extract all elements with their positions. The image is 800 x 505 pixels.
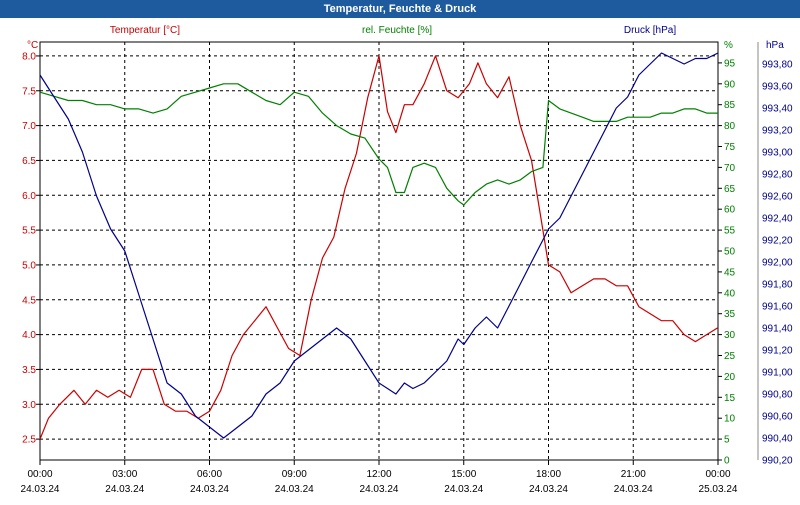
y-tick-label-hum: 60	[724, 205, 736, 216]
series-title: rel. Feuchte [%]	[362, 25, 432, 36]
y-tick-label-hum: 35	[724, 309, 736, 320]
y-tick-label-hum: 40	[724, 288, 736, 299]
y-tick-label-temp: 3.0	[22, 400, 36, 411]
y-tick-label-hum: 15	[724, 393, 736, 404]
axes-layer	[36, 41, 759, 465]
x-tick-label-date: 24.03.24	[275, 484, 314, 495]
grid-layer	[40, 42, 718, 460]
y-tick-label-hum: 95	[724, 58, 736, 69]
y-tick-label-temp: 6.5	[22, 156, 36, 167]
y-tick-label-temp: 5.5	[22, 226, 36, 237]
x-tick-label-date: 24.03.24	[190, 484, 229, 495]
y-tick-label-temp: 7.5	[22, 86, 36, 97]
x-tick-label-time: 15:00	[451, 469, 476, 480]
y-tick-label-hum: 55	[724, 226, 736, 237]
y-tick-label-press: 991,00	[762, 368, 793, 379]
y-tick-label-press: 991,20	[762, 346, 793, 357]
chart-frame: 00:00 24.03.24 03:00 24.03.24 06:00 24.03.24 0…	[0, 18, 800, 500]
y-tick-label-press: 993,40	[762, 104, 793, 115]
y-tick-label-hum: 5	[724, 435, 730, 446]
x-tick-label-time: 06:00	[197, 469, 222, 480]
y-tick-label-temp: 8.0	[22, 51, 36, 62]
x-tick-label-time: 12:00	[366, 469, 391, 480]
y-tick-label-temp: 3.5	[22, 365, 36, 376]
chart-svg: 00:00 24.03.24 03:00 24.03.24 06:00 24.03.24 0…	[21, 25, 793, 495]
y-tick-label-press: 991,80	[762, 280, 793, 291]
x-tick-label-date: 24.03.24	[360, 484, 399, 495]
x-tick-label-date: 24.03.24	[614, 484, 653, 495]
x-tick-label-time: 21:00	[621, 469, 646, 480]
hum-axis-unit: %	[724, 40, 733, 51]
x-tick-label-time: 09:00	[282, 469, 307, 480]
x-tick-label-date: 24.03.24	[21, 484, 60, 495]
y-tick-label-hum: 30	[724, 330, 736, 341]
y-tick-label-hum: 85	[724, 100, 736, 111]
y-tick-label-press: 990,20	[762, 456, 793, 467]
press-axis-unit: hPa	[766, 40, 784, 51]
y-tick-label-press: 991,40	[762, 324, 793, 335]
series-layer	[39, 52, 719, 440]
x-tick-label-time: 00:00	[705, 469, 730, 480]
y-tick-label-press: 993,00	[762, 148, 793, 159]
y-tick-label-hum: 65	[724, 184, 736, 195]
window-title: Temperatur, Feuchte & Druck	[0, 0, 800, 18]
x-tick-label-date: 25.03.24	[699, 484, 738, 495]
x-tick-label-date: 24.03.24	[105, 484, 144, 495]
y-tick-label-press: 990,80	[762, 390, 793, 401]
y-tick-label-press: 990,40	[762, 434, 793, 445]
series-title: Temperatur [°C]	[110, 25, 180, 36]
x-tick-label-date: 24.03.24	[444, 484, 483, 495]
x-tick-label-time: 00:00	[27, 469, 52, 480]
y-tick-label-hum: 80	[724, 121, 736, 132]
y-tick-label-temp: 7.0	[22, 121, 36, 132]
temp-axis-unit: °C	[27, 40, 38, 51]
y-tick-label-temp: 6.0	[22, 191, 36, 202]
y-tick-label-hum: 10	[724, 414, 736, 425]
y-tick-label-hum: 90	[724, 79, 736, 90]
y-tick-label-press: 993,60	[762, 82, 793, 93]
y-tick-label-press: 992,80	[762, 170, 793, 181]
y-tick-label-press: 991,60	[762, 302, 793, 313]
y-tick-label-hum: 25	[724, 351, 736, 362]
y-tick-label-temp: 4.0	[22, 330, 36, 341]
labels-layer: 00:00 24.03.24 03:00 24.03.24 06:00 24.03.24 0…	[21, 25, 793, 495]
y-tick-label-press: 992,00	[762, 258, 793, 269]
y-tick-label-hum: 75	[724, 142, 736, 153]
y-tick-label-temp: 4.5	[22, 295, 36, 306]
series-line	[39, 52, 719, 439]
y-tick-label-hum: 45	[724, 267, 736, 278]
y-tick-label-hum: 50	[724, 247, 736, 258]
x-tick-label-date: 24.03.24	[529, 484, 568, 495]
y-tick-label-press: 993,80	[762, 60, 793, 71]
x-tick-label-time: 03:00	[112, 469, 137, 480]
y-tick-label-press: 990,60	[762, 412, 793, 423]
series-title: Druck [hPa]	[624, 25, 676, 36]
y-tick-label-temp: 2.5	[22, 435, 36, 446]
y-tick-label-press: 992,40	[762, 214, 793, 225]
series-line	[39, 83, 718, 206]
y-tick-label-temp: 5.0	[22, 260, 36, 271]
y-tick-label-press: 992,60	[762, 192, 793, 203]
y-tick-label-press: 993,20	[762, 126, 793, 137]
x-tick-label-time: 18:00	[536, 469, 561, 480]
y-tick-label-hum: 70	[724, 163, 736, 174]
y-tick-label-press: 992,20	[762, 236, 793, 247]
y-tick-label-hum: 20	[724, 372, 736, 383]
y-tick-label-hum: 0	[724, 456, 730, 467]
series-line	[39, 55, 719, 440]
